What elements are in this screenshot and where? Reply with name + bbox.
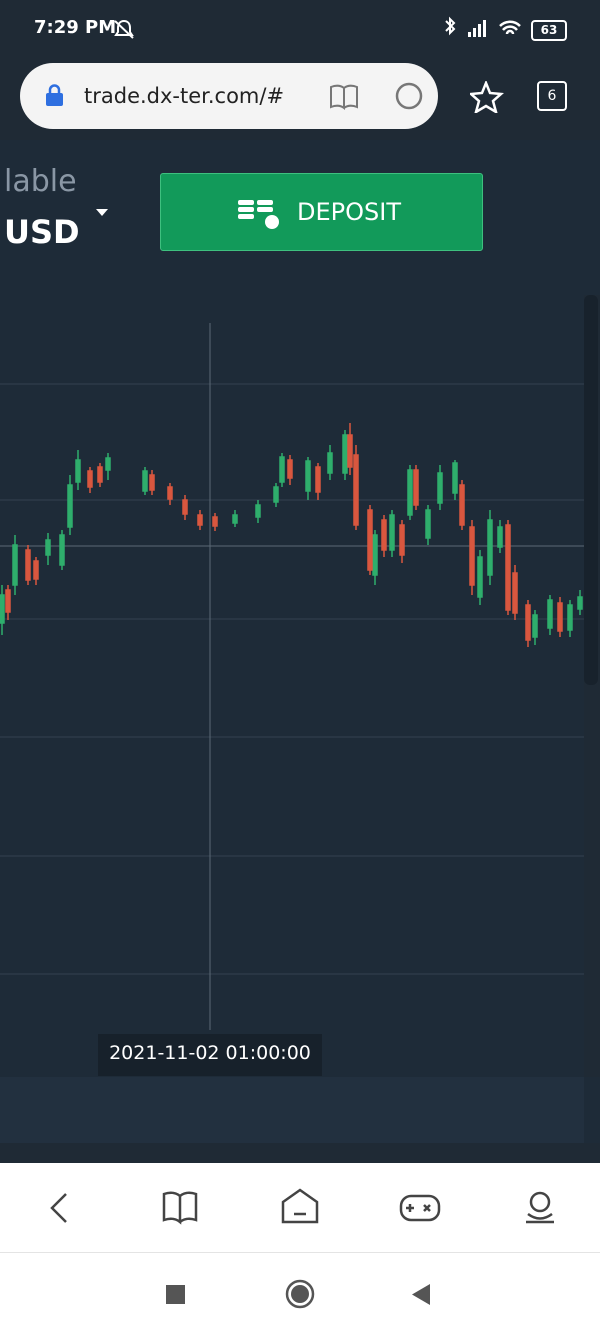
toolbar-band [0, 1077, 584, 1143]
mute-icon [114, 19, 134, 39]
deposit-label[interactable]: DEPOSIT [297, 198, 401, 226]
url-icons[interactable] [328, 82, 438, 112]
dropdown-caret[interactable] [94, 206, 110, 218]
crosshair-time: 2021-11-02 01:00:00 [109, 1042, 311, 1064]
crosshair-label-box [98, 1034, 322, 1076]
coins-icon [238, 200, 279, 229]
url-text[interactable]: trade.dx-ter.com/# [84, 84, 285, 108]
tabs-count[interactable]: 6 [537, 81, 567, 111]
divider [0, 1252, 600, 1253]
lower-band [0, 1143, 600, 1163]
star-icon[interactable] [470, 81, 504, 113]
status-icons [445, 16, 521, 37]
candle-chart [0, 295, 600, 1077]
account-label: lable [4, 164, 77, 199]
system-nav[interactable] [0, 1270, 600, 1320]
account-currency[interactable]: USD [4, 213, 80, 251]
browser-nav[interactable] [0, 1180, 600, 1240]
url-bar[interactable] [20, 63, 438, 129]
status-time: 7:29 PM [34, 17, 117, 38]
deposit-button[interactable] [160, 173, 483, 251]
battery: 63 [531, 20, 567, 41]
lock-icon [46, 84, 63, 106]
